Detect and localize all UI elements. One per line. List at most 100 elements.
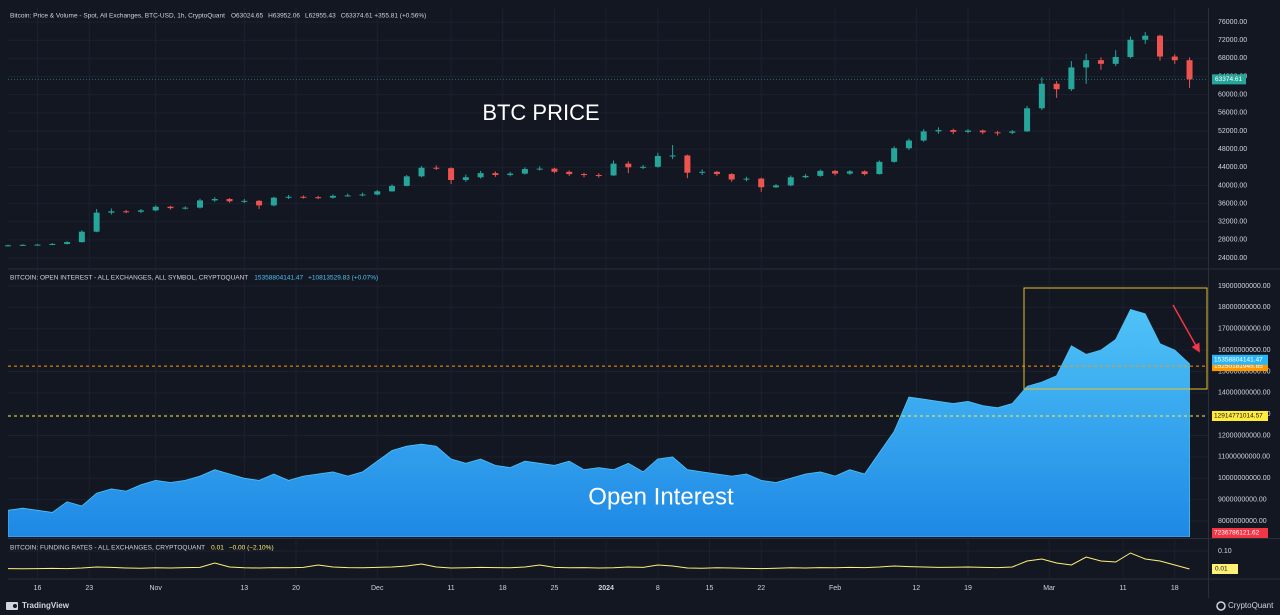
last-price-label: 63374.61 <box>1215 76 1242 83</box>
candle-body <box>1171 56 1178 61</box>
last-value-label: 0.01 <box>1215 566 1228 573</box>
candle-body <box>329 195 336 198</box>
candle-body <box>846 171 853 174</box>
x-tick-label: 20 <box>292 585 300 592</box>
y-tick-label: 32000.00 <box>1218 219 1247 226</box>
annotation: Open Interest <box>588 483 734 510</box>
candle-body <box>1053 83 1060 90</box>
x-tick-label: 2024 <box>598 585 614 592</box>
candle-body <box>167 206 174 209</box>
x-tick-label: 12 <box>912 585 920 592</box>
candle-body <box>994 132 1001 134</box>
candle-body <box>270 197 277 206</box>
y-tick-label: 36000.00 <box>1218 200 1247 207</box>
candle-body <box>699 171 706 173</box>
y-tick-label: 17000000000.00 <box>1218 326 1271 333</box>
candle-body <box>1009 131 1016 133</box>
candle-body <box>935 130 942 132</box>
y-tick-label: 8000000000.00 <box>1218 518 1267 525</box>
candle-body <box>817 170 824 176</box>
candle-body <box>1142 35 1149 40</box>
candle-body <box>93 212 100 232</box>
x-tick-label: 13 <box>240 585 248 592</box>
price-level-box <box>1212 528 1268 538</box>
candle-body <box>1112 57 1119 64</box>
candle-body <box>507 173 514 175</box>
y-tick-label: 10000000000.00 <box>1218 475 1271 482</box>
candle-body <box>108 211 115 213</box>
y-tick-label: 9000000000.00 <box>1218 496 1267 503</box>
candle-body <box>905 140 912 149</box>
pane-header-value: L62955.43 <box>305 13 336 20</box>
y-tick-label: 19000000000.00 <box>1218 283 1271 290</box>
pane-header-value: H63952.06 <box>268 13 300 20</box>
y-tick-label: 40000.00 <box>1218 182 1247 189</box>
cryptoquant-logo <box>1216 601 1226 611</box>
candle-body <box>137 210 144 212</box>
y-tick-label: 52000.00 <box>1218 128 1247 135</box>
candle-body <box>758 178 765 188</box>
candle-body <box>285 196 292 198</box>
x-tick-label: 11 <box>447 585 454 592</box>
candle-body <box>19 244 26 246</box>
candle-body <box>1083 60 1090 68</box>
x-tick-label: 11 <box>1119 585 1126 592</box>
candle-body <box>920 131 927 141</box>
candle-body <box>433 167 440 169</box>
funding-line <box>7 552 1190 570</box>
y-tick-label: 68000.00 <box>1218 55 1247 62</box>
y-tick-label: 11000000000.00 <box>1218 454 1270 461</box>
candle-body <box>773 185 779 188</box>
candle-body <box>34 244 41 246</box>
y-tick-label: 48000.00 <box>1218 146 1247 153</box>
y-tick-label: 44000.00 <box>1218 164 1247 171</box>
x-tick-label: 18 <box>1171 585 1179 592</box>
y-tick-label: 28000.00 <box>1218 237 1247 244</box>
candle-body <box>802 175 809 178</box>
pane-header-value: C63374.61 +355.81 (+0.56%) <box>341 13 427 20</box>
y-tick-label: 14000000000.00 <box>1218 390 1271 397</box>
candle-body <box>521 169 528 174</box>
candle-body <box>462 177 469 180</box>
candle-body <box>418 167 425 177</box>
candle-body <box>256 200 263 206</box>
candle-body <box>861 171 868 175</box>
candle-body <box>654 155 661 167</box>
candle-body <box>876 161 883 175</box>
candle-body <box>389 185 395 192</box>
last-value-box <box>1212 564 1238 574</box>
x-tick-label: 18 <box>499 585 507 592</box>
candle-body <box>49 243 56 245</box>
candle-body <box>743 178 750 180</box>
candle-body <box>64 242 71 244</box>
candle-body <box>359 194 366 196</box>
y-tick-label: 24000.00 <box>1218 255 1247 262</box>
trend-arrow <box>1172 304 1200 353</box>
x-tick-label: 19 <box>964 585 972 592</box>
candle-body <box>625 163 632 168</box>
footer-bar <box>0 599 1280 615</box>
x-tick-label: Nov <box>149 585 162 592</box>
price-level-label: 12914771014.57 <box>1214 413 1263 420</box>
candle-body <box>669 155 676 157</box>
tradingview-logo <box>6 602 18 610</box>
candle-body <box>477 173 484 178</box>
last-price-box <box>1212 74 1246 85</box>
price-level-box <box>1212 361 1268 372</box>
candle-body <box>5 245 11 247</box>
candle-body <box>566 171 573 175</box>
candle-body <box>1157 35 1163 57</box>
x-tick-label: 16 <box>34 585 42 592</box>
pane-header-value: +10813529.83 (+0.07%) <box>308 275 378 282</box>
last-value-box <box>1212 354 1268 365</box>
x-tick-label: 22 <box>757 585 765 592</box>
y-tick-label: 12000000000.00 <box>1218 432 1271 439</box>
candle-body <box>891 148 898 162</box>
candle-body <box>965 130 971 132</box>
marks <box>5 32 1193 570</box>
x-tick-label: Dec <box>371 585 384 592</box>
candle-body <box>1024 108 1031 132</box>
candle-body <box>595 174 602 176</box>
y-tick-label: 16000000000.00 <box>1218 347 1271 354</box>
candle-body <box>1097 60 1104 64</box>
